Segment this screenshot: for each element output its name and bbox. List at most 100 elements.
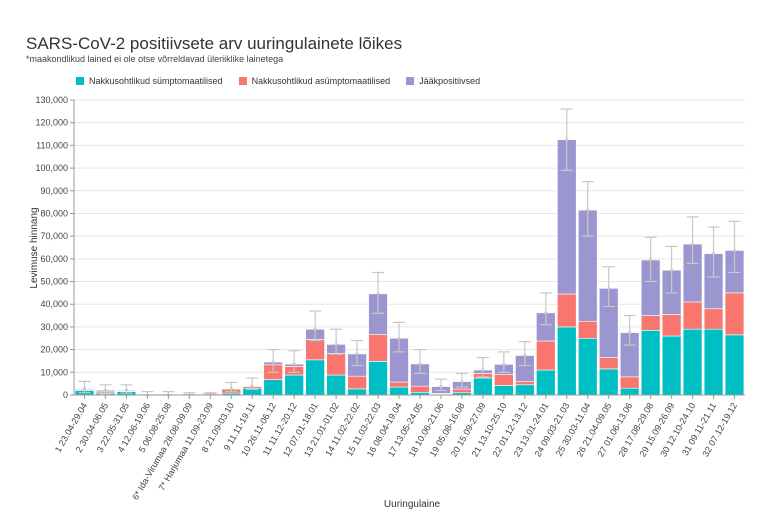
bar-asymptomatic[interactable]	[389, 381, 409, 388]
bar-symptomatic[interactable]	[557, 326, 577, 396]
gridlines	[74, 99, 745, 396]
error-bar	[267, 349, 280, 373]
y-tick-label: 110,000	[36, 140, 68, 150]
error-bar	[330, 328, 343, 355]
bar-asymptomatic[interactable]	[640, 315, 661, 331]
bar-symptomatic[interactable]	[661, 335, 682, 396]
bar-symptomatic[interactable]	[368, 361, 388, 396]
error-bar	[707, 226, 720, 278]
legend-item-symptomatic[interactable]: Nakkusohtlikud sümptomaatilised	[76, 76, 223, 86]
bars	[74, 139, 745, 396]
error-bar	[204, 391, 217, 395]
y-tick-label: 0	[63, 390, 68, 400]
error-bar	[539, 292, 552, 326]
legend-item-asymptomatic[interactable]: Nakkusohtlikud asümptomaatilised	[238, 76, 391, 86]
error-bar	[372, 271, 385, 314]
bar-asymptomatic[interactable]	[557, 293, 577, 328]
legend-label-symptomatic: Nakkusohtlikud sümptomaatilised	[89, 76, 223, 86]
bar-symptomatic[interactable]	[263, 379, 283, 396]
error-bar	[225, 381, 238, 393]
legend-swatch-symptomatic	[76, 77, 84, 85]
bar-asymptomatic[interactable]	[536, 340, 556, 371]
y-tick-label: 30,000	[40, 322, 68, 332]
bar-symptomatic[interactable]	[619, 387, 640, 396]
y-axis-title: Levimuse hinnang	[29, 207, 40, 288]
chart-title: SARS-CoV-2 positiivsete arv uuringulaine…	[26, 34, 403, 53]
error-bar	[560, 108, 573, 171]
bar-symptomatic[interactable]	[284, 374, 304, 396]
legend-label-residual: Jääkpositiivsed	[419, 76, 481, 86]
y-axis: 0 10,000 20,000 30,000 40,000 50,000 60,000 70,…	[35, 95, 75, 400]
error-bar	[288, 350, 301, 373]
y-tick-label: 50,000	[40, 277, 68, 287]
legend-swatch-asymptomatic	[238, 77, 247, 85]
bar-symptomatic[interactable]	[389, 386, 409, 396]
bar-asymptomatic[interactable]	[494, 374, 514, 386]
y-tick-label: 130,000	[35, 95, 68, 105]
bar-asymptomatic[interactable]	[598, 357, 619, 370]
bar-asymptomatic[interactable]	[305, 339, 325, 361]
bar-symptomatic[interactable]	[577, 337, 598, 396]
bar-symptomatic[interactable]	[703, 328, 724, 396]
bar-asymptomatic[interactable]	[682, 301, 703, 330]
x-axis: 1 23.04-29.042 30.04-06.053 22.05-31.054…	[53, 394, 745, 502]
bar-asymptomatic[interactable]	[326, 353, 346, 376]
error-bar	[623, 314, 636, 346]
y-tick-label: 20,000	[40, 345, 68, 355]
bar-asymptomatic[interactable]	[347, 375, 367, 390]
legend-swatch-residual	[406, 77, 415, 85]
bar-asymptomatic[interactable]	[410, 385, 430, 393]
bar-symptomatic[interactable]	[347, 388, 367, 396]
bar-symptomatic[interactable]	[515, 384, 535, 396]
bar-asymptomatic[interactable]	[619, 376, 640, 389]
error-bars	[78, 108, 741, 397]
error-bar	[99, 384, 112, 395]
error-bar	[434, 378, 447, 392]
error-bar	[455, 372, 468, 388]
bar-asymptomatic[interactable]	[577, 320, 598, 339]
legend-label-asymptomatic: Nakkusohtlikud asümptomaatilised	[251, 76, 391, 86]
y-tick-label: 70,000	[40, 231, 68, 241]
bar-asymptomatic[interactable]	[368, 334, 388, 362]
error-bar	[351, 339, 364, 367]
error-bar	[497, 351, 510, 373]
error-bar	[581, 181, 594, 237]
y-tick-label: 80,000	[40, 208, 68, 218]
x-axis-title: Uuringulaine	[384, 499, 441, 510]
bar-symptomatic[interactable]	[473, 377, 493, 396]
bar-symptomatic[interactable]	[724, 334, 745, 396]
legend-item-residual[interactable]: Jääkpositiivsed	[406, 76, 480, 86]
bar-asymptomatic[interactable]	[661, 314, 682, 337]
bar-asymptomatic[interactable]	[515, 381, 535, 386]
error-bar	[728, 220, 741, 274]
bar-symptomatic[interactable]	[326, 374, 346, 396]
bar-asymptomatic[interactable]	[724, 292, 745, 336]
error-bar	[246, 377, 259, 390]
error-bar	[665, 245, 678, 294]
bar-symptomatic[interactable]	[494, 385, 514, 396]
y-tick-label: 90,000	[40, 186, 68, 196]
bar-symptomatic[interactable]	[640, 330, 661, 396]
error-bar	[476, 356, 489, 378]
error-bar	[686, 216, 699, 264]
legend: Nakkusohtlikud sümptomaatilised Nakkusoh…	[76, 76, 480, 86]
bar-asymptomatic[interactable]	[703, 308, 724, 330]
bar-asymptomatic[interactable]	[452, 388, 472, 394]
error-bar	[393, 321, 406, 353]
y-tick-label: 100,000	[35, 163, 68, 173]
error-bar	[413, 349, 426, 375]
bar-symptomatic[interactable]	[682, 328, 703, 396]
y-tick-label: 10,000	[40, 367, 68, 377]
y-tick-label: 60,000	[40, 254, 68, 264]
bar-symptomatic[interactable]	[305, 359, 325, 396]
bar-symptomatic[interactable]	[536, 369, 556, 396]
chart-subtitle: *maakondlikud lained ei ole otse võrreld…	[26, 54, 284, 64]
y-tick-label: 40,000	[40, 299, 68, 309]
error-bar	[644, 236, 657, 283]
bar-symptomatic[interactable]	[598, 368, 619, 396]
error-bar	[120, 384, 133, 394]
error-bar	[78, 380, 91, 394]
error-bar	[602, 266, 615, 308]
y-tick-label: 120,000	[35, 118, 68, 128]
